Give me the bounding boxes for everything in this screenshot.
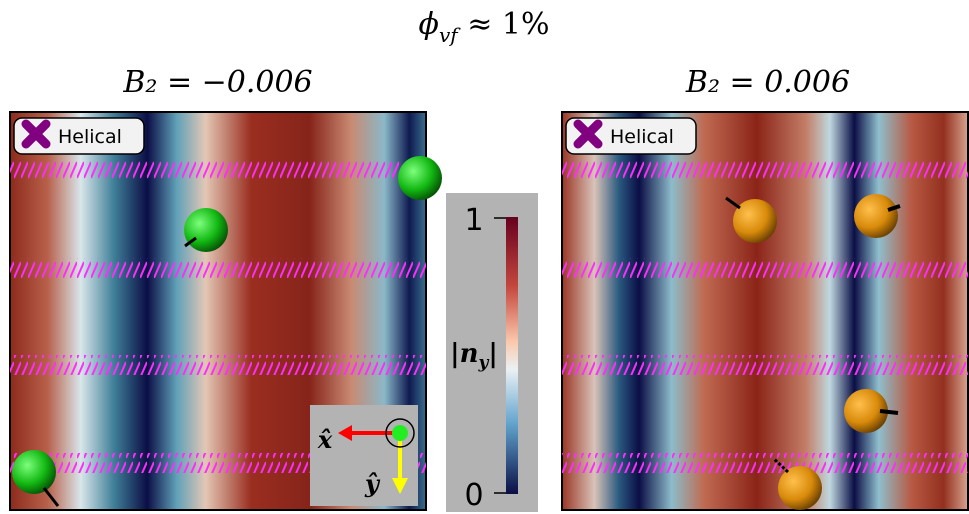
panel-heading: B₂ = 0.006 [685,65,850,100]
colorbar-tick: 0 [464,478,483,513]
colorbar-tick: 1 [464,203,483,238]
legend-label: Helical [58,126,122,148]
legend-label: Helical [610,126,674,148]
panel-right: Helical [561,111,969,511]
x-axis-label: x̂ [317,425,333,454]
figure-title: ϕvf ≈ 1% [419,7,550,47]
colorbar-label: |ny| [450,339,498,373]
y-axis-label: ŷ [364,469,381,498]
colorbar: 1 0 |ny| [446,193,538,513]
panel-left: x̂ ŷ Helical [9,111,442,511]
panel-heading: B₂ = −0.006 [122,65,312,100]
